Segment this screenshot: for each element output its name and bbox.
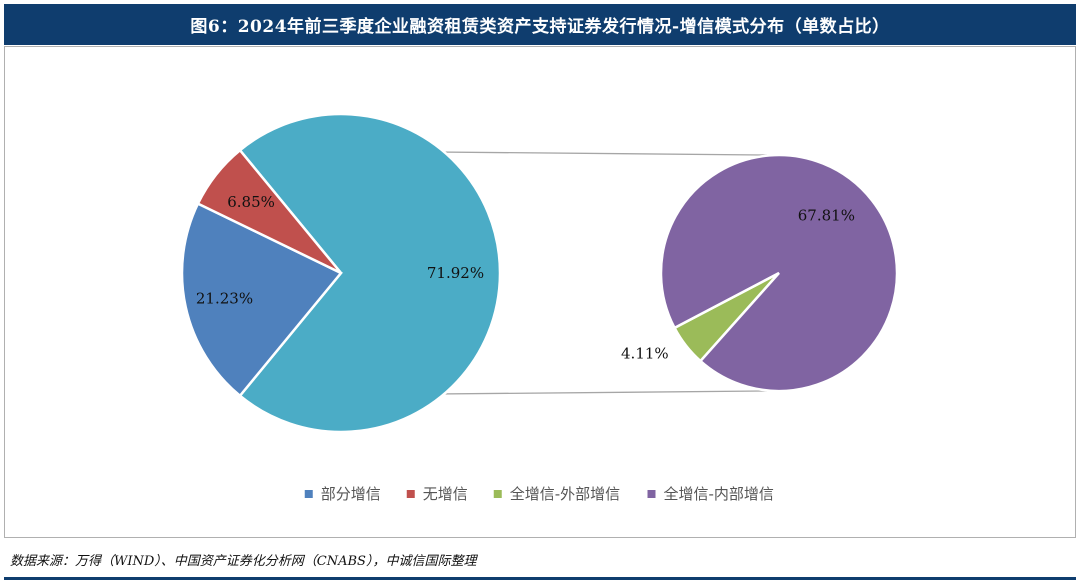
legend: 部分增信 无增信 全增信-外部增信 全增信-内部增信 [304, 485, 774, 503]
legend-swatch-无增信 [406, 490, 415, 498]
chart-title: 图6：2024年前三季度企业融资租赁类资产支持证券发行情况-增信模式分布（单数占… [4, 4, 1076, 45]
slice-全增信 [238, 112, 502, 434]
primary-pie [180, 112, 502, 434]
data-labels: 71.92% 21.23% 6.85% 4.11% 67.81% [196, 193, 855, 362]
label-部分增信: 21.23% [196, 289, 253, 307]
label-全增信-外部增信: 4.11% [621, 344, 669, 362]
slice-无增信 [196, 148, 342, 275]
legend-swatch-部分增信 [304, 490, 313, 498]
legend-label-全增信-内部增信: 全增信-内部增信 [664, 485, 774, 503]
legend-swatch-全增信-外部增信 [493, 490, 502, 498]
legend-label-全增信-外部增信: 全增信-外部增信 [510, 485, 620, 503]
chart-area: 71.92% 21.23% 6.85% 4.11% 67.81% 部分增信 无增信 全增信-… [4, 46, 1076, 538]
secondary-pie [659, 153, 899, 393]
bottom-rule [4, 577, 1076, 580]
label-全增信: 71.92% [427, 264, 484, 282]
legend-label-部分增信: 部分增信 [321, 485, 381, 503]
source-note: 数据来源：万得（WIND）、中国资产证券化分析网（CNABS），中诚信国际整理 [10, 554, 477, 569]
pie-of-pie-chart: 71.92% 21.23% 6.85% 4.11% 67.81% 部分增信 无增信 全增信-… [180, 112, 899, 503]
label-无增信: 6.85% [227, 193, 275, 211]
legend-swatch-全增信-内部增信 [647, 490, 656, 498]
label-全增信-内部增信: 67.81% [798, 206, 855, 224]
legend-label-无增信: 无增信 [423, 485, 468, 503]
slice-部分增信 [180, 201, 343, 398]
slice-全增信-内部增信 [659, 153, 899, 393]
